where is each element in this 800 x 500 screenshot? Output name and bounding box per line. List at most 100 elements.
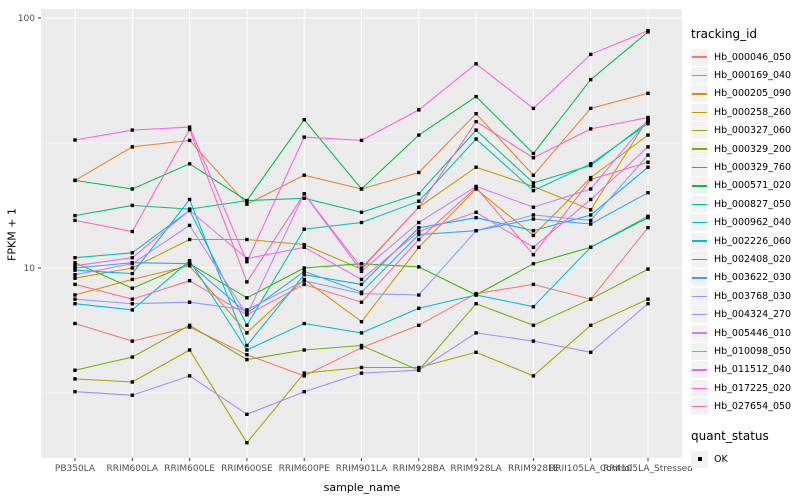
point-marker xyxy=(417,365,421,370)
point-marker xyxy=(130,128,134,132)
point-marker xyxy=(130,262,134,266)
point-marker xyxy=(130,339,134,343)
legend-item: Hb_027654_050 xyxy=(691,397,799,416)
point-marker xyxy=(417,133,421,137)
legend-swatch xyxy=(691,85,708,103)
legend-swatch-line xyxy=(692,295,707,297)
point-marker xyxy=(359,262,364,266)
legend-swatch xyxy=(691,232,708,250)
point-marker xyxy=(531,229,536,233)
x-tick-label: RRIM600PE xyxy=(279,464,331,474)
point-marker xyxy=(359,266,364,270)
legend-label: Hb_000962_040 xyxy=(714,217,792,229)
point-marker xyxy=(474,119,478,124)
point-marker xyxy=(531,305,536,309)
legend-swatch-line xyxy=(692,258,707,261)
point-marker xyxy=(589,177,593,182)
point-marker xyxy=(187,162,192,166)
legend-swatch xyxy=(691,140,708,158)
point-marker xyxy=(646,302,650,306)
point-marker xyxy=(589,162,593,166)
legend-item: Hb_000046_050 xyxy=(691,48,799,66)
legend-label: Hb_003768_030 xyxy=(714,290,792,302)
point-marker xyxy=(245,313,249,317)
point-marker xyxy=(73,302,77,306)
point-marker xyxy=(474,302,478,306)
point-marker xyxy=(417,323,421,327)
legend-swatch-line xyxy=(692,405,707,408)
point-marker xyxy=(474,185,478,190)
point-marker xyxy=(417,265,421,269)
point-marker xyxy=(417,229,421,234)
point-marker xyxy=(417,170,421,175)
legend-swatch-line xyxy=(692,369,707,371)
legend-swatch-line xyxy=(692,350,707,353)
point-marker xyxy=(359,269,364,273)
point-marker xyxy=(73,273,77,277)
point-marker xyxy=(359,210,364,214)
point-marker xyxy=(359,331,364,335)
point-marker xyxy=(646,91,650,95)
point-marker xyxy=(589,106,593,111)
legend-label: Hb_017225_020 xyxy=(714,382,792,394)
legend-swatch xyxy=(691,250,708,268)
point-marker xyxy=(531,233,536,238)
point-marker xyxy=(187,127,192,132)
point-marker xyxy=(531,282,536,287)
point-marker xyxy=(130,203,134,208)
point-marker xyxy=(531,181,536,185)
point-marker xyxy=(245,441,249,445)
legend-item: Hb_003768_030 xyxy=(691,287,799,305)
legend-swatch-line xyxy=(692,332,707,334)
point-marker xyxy=(646,153,650,157)
point-marker xyxy=(474,128,478,132)
point-marker xyxy=(589,218,593,223)
point-marker xyxy=(359,277,364,282)
point-marker xyxy=(187,223,192,228)
point-marker xyxy=(474,165,478,169)
legend-swatch-line xyxy=(692,56,707,58)
legend-quant-rows: OK xyxy=(691,450,799,468)
legend-item: Hb_000205_090 xyxy=(691,85,799,103)
point-marker xyxy=(302,135,306,139)
point-marker xyxy=(302,227,306,231)
point-marker xyxy=(589,197,593,202)
point-marker xyxy=(187,348,192,352)
point-marker xyxy=(646,214,650,218)
legend-label: Hb_000169_040 xyxy=(714,70,792,82)
point-marker xyxy=(589,297,593,301)
x-tick-label: RRIM600SE xyxy=(221,464,273,474)
point-marker xyxy=(130,256,134,260)
legend-swatch-line xyxy=(692,313,707,316)
legend-label: Hb_027654_050 xyxy=(714,401,792,413)
point-marker xyxy=(417,245,421,249)
point-marker xyxy=(245,256,249,261)
y-tick-label: 10 xyxy=(24,264,36,274)
point-marker xyxy=(302,266,306,270)
legend-label: Hb_005446_010 xyxy=(714,327,792,339)
point-marker xyxy=(531,374,536,378)
point-marker xyxy=(245,237,249,242)
legend-swatch xyxy=(691,361,708,379)
point-marker xyxy=(474,293,478,297)
point-marker xyxy=(302,118,306,122)
point-marker xyxy=(646,297,650,301)
legend-swatch xyxy=(691,398,708,416)
point-marker xyxy=(187,259,192,263)
point-marker xyxy=(130,308,134,312)
point-marker xyxy=(73,390,77,394)
point-marker xyxy=(187,374,192,378)
point-marker xyxy=(589,213,593,217)
x-tick-label: RRIM901LA xyxy=(336,464,388,474)
point-marker xyxy=(417,306,421,310)
point-marker xyxy=(245,280,249,284)
point-marker xyxy=(73,138,77,142)
legend-label: Hb_000571_020 xyxy=(714,180,792,192)
point-marker xyxy=(589,323,593,327)
point-marker xyxy=(130,266,134,270)
point-marker xyxy=(531,156,536,160)
point-marker xyxy=(589,52,593,57)
point-marker xyxy=(73,321,77,326)
point-marker xyxy=(302,321,306,326)
point-marker xyxy=(417,293,421,297)
